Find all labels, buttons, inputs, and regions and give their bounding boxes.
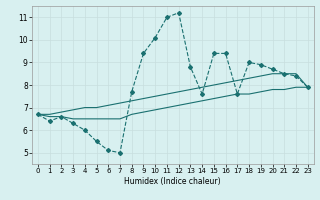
X-axis label: Humidex (Indice chaleur): Humidex (Indice chaleur) bbox=[124, 177, 221, 186]
